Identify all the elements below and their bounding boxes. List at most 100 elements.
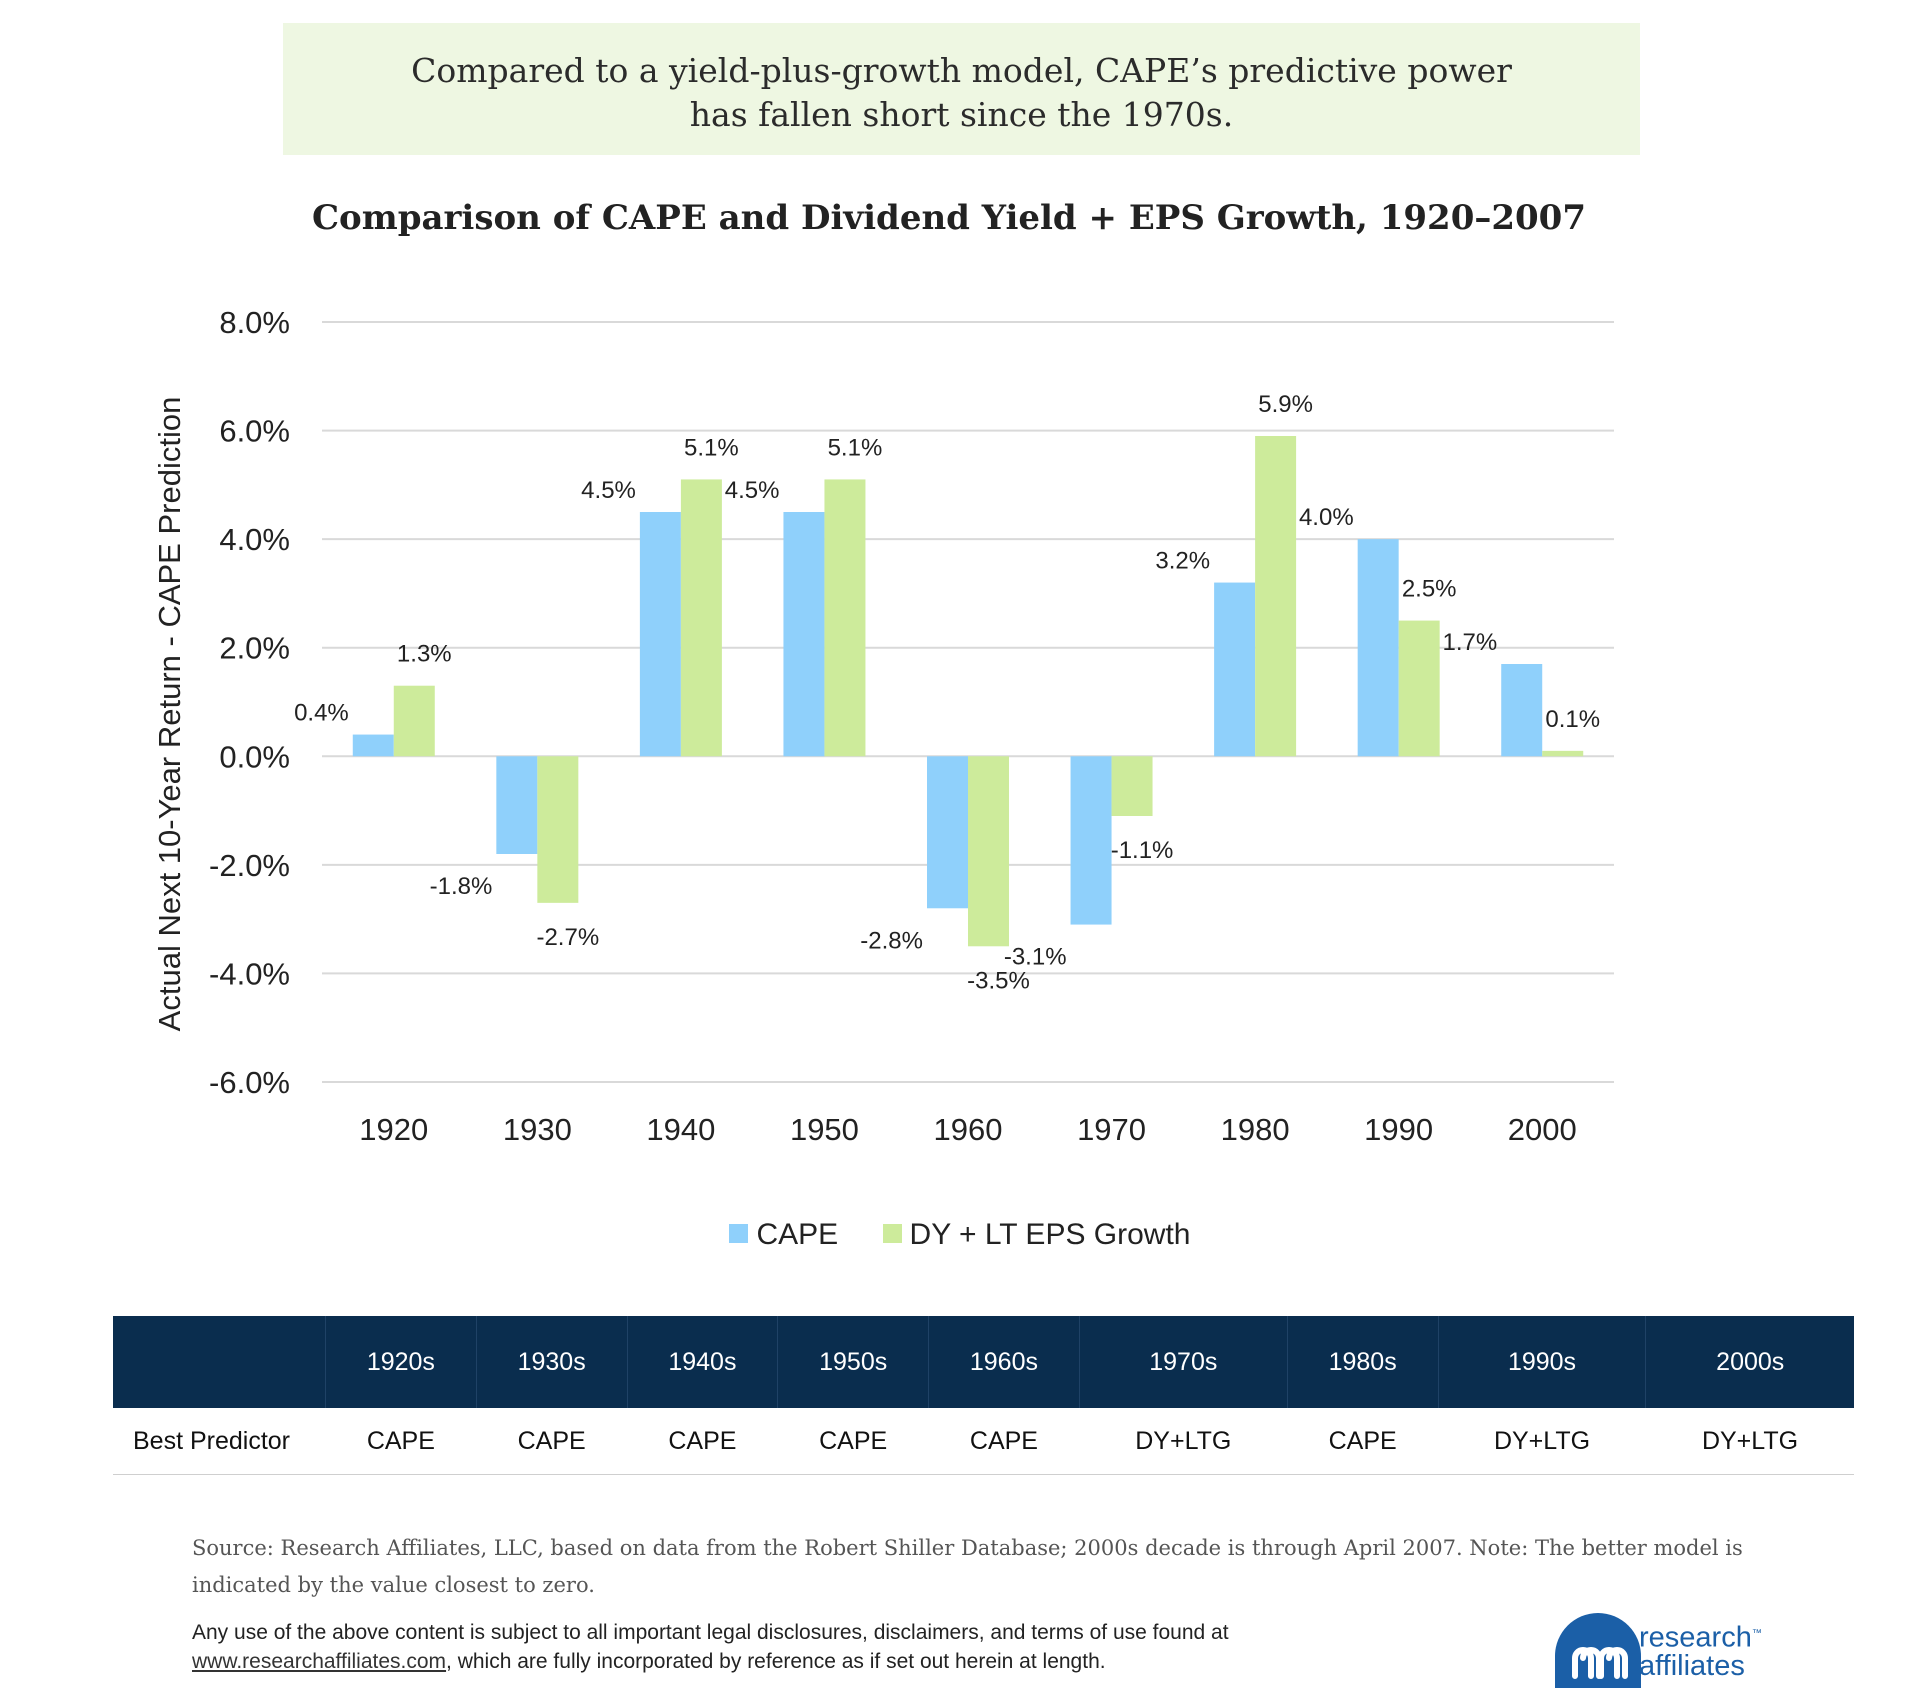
data-label-dy-eps-1960: -3.5% <box>967 967 1030 994</box>
logo-wordmark: research™ affiliates <box>1639 1620 1762 1680</box>
data-label-cape-2000: 1.7% <box>1443 629 1498 656</box>
x-tick-label: 1970 <box>1077 1112 1146 1147</box>
logo-word-affiliates: affiliates <box>1639 1649 1745 1682</box>
x-tick-label: 1930 <box>503 1112 572 1147</box>
bar-cape-1970 <box>1070 756 1112 925</box>
chart-legend: CAPE DY + LT EPS Growth <box>0 1218 1920 1252</box>
table-cell: CAPE <box>476 1408 628 1475</box>
y-tick-label: 2.0% <box>219 631 290 666</box>
table-cell: CAPE <box>325 1408 477 1475</box>
legend-swatch-cape <box>729 1224 749 1243</box>
x-tick-label: 1920 <box>359 1112 428 1147</box>
headline-line-1: Compared to a yield-plus-growth model, C… <box>411 51 1512 90</box>
bar-cape-1960 <box>927 756 968 909</box>
bar-dy-eps-2000 <box>1542 750 1584 757</box>
x-tick-label: 1980 <box>1221 1112 1290 1147</box>
data-label-cape-1940: 4.5% <box>581 477 636 504</box>
table-row-label: Best Predictor <box>113 1408 326 1475</box>
bar-cape-1990 <box>1357 539 1399 757</box>
data-label-dy-eps-1980: 5.9% <box>1258 391 1313 418</box>
bar-dy-eps-1940 <box>680 479 722 757</box>
data-label-cape-1960: -2.8% <box>860 927 923 954</box>
table-cell: CAPE <box>627 1408 778 1475</box>
bar-cape-1930 <box>496 756 538 854</box>
legend-label-cape: CAPE <box>756 1218 839 1251</box>
table-header-cell: 1930s <box>475 1316 628 1408</box>
data-label-dy-eps-1940: 5.1% <box>684 434 739 461</box>
data-label-cape-1930: -1.8% <box>430 873 493 900</box>
bar-dy-eps-1950 <box>824 479 866 757</box>
table-header-cell: 1990s <box>1437 1316 1646 1408</box>
y-axis-label: Actual Next 10-Year Return - CAPE Predic… <box>152 397 187 1032</box>
legend-item-dy-eps: DY + LT EPS Growth <box>882 1218 1191 1252</box>
data-label-cape-1980: 3.2% <box>1155 548 1210 575</box>
x-tick-label: 2000 <box>1508 1112 1577 1147</box>
legal-line-2: www.researchaffiliates.com, which are fu… <box>192 1647 1392 1676</box>
x-tick-label: 1950 <box>790 1112 859 1147</box>
y-tick-label: -2.0% <box>209 848 290 883</box>
x-tick-label: 1990 <box>1364 1112 1433 1147</box>
legal-disclaimer: Any use of the above content is subject … <box>192 1618 1392 1676</box>
data-label-dy-eps-1990: 2.5% <box>1402 576 1457 603</box>
legend-swatch-dy-eps <box>882 1224 902 1243</box>
bar-cape-1940 <box>639 512 681 757</box>
table-header-cell: 1980s <box>1286 1316 1439 1408</box>
table-header-cell: 1950s <box>777 1316 929 1408</box>
bar-dy-eps-1960 <box>968 756 1009 947</box>
legal-line-1: Any use of the above content is subject … <box>192 1621 1229 1644</box>
table-cell: CAPE <box>777 1408 929 1475</box>
y-tick-label: 6.0% <box>219 414 290 449</box>
y-tick-label: -6.0% <box>209 1065 290 1100</box>
table-row: Best Predictor CAPE CAPE CAPE CAPE CAPE … <box>113 1408 1854 1475</box>
bar-dy-eps-1930 <box>537 756 579 903</box>
table-header-cell: 2000s <box>1645 1316 1854 1408</box>
chart-title: Comparison of CAPE and Dividend Yield + … <box>312 198 1586 238</box>
table-header-row: 1920s 1930s 1940s 1950s 1960s 1970s 1980… <box>113 1316 1854 1408</box>
data-label-cape-1920: 0.4% <box>294 700 349 727</box>
bar-dy-eps-1970 <box>1111 756 1153 816</box>
source-note: Source: Research Affiliates, LLC, based … <box>192 1530 1752 1604</box>
source-line-2: indicated by the value closest to zero. <box>192 1573 595 1597</box>
table-header-cell: 1970s <box>1078 1316 1288 1408</box>
y-tick-label: 0.0% <box>219 739 290 774</box>
best-predictor-table: 1920s 1930s 1940s 1950s 1960s 1970s 1980… <box>113 1316 1854 1475</box>
table-cell: DY+LTG <box>1438 1408 1646 1475</box>
data-label-cape-1990: 4.0% <box>1299 504 1354 531</box>
bar-dy-eps-1980 <box>1255 436 1297 757</box>
logo-trademark: ™ <box>1751 1628 1762 1639</box>
source-line-1: Source: Research Affiliates, LLC, based … <box>192 1536 1743 1560</box>
legal-line-2-text: , which are fully incorporated by refere… <box>446 1650 1106 1673</box>
research-affiliates-logo: research™ affiliates <box>1555 1610 1785 1690</box>
table-cell: DY+LTG <box>1079 1408 1288 1475</box>
legend-item-cape: CAPE <box>729 1218 838 1252</box>
data-label-dy-eps-1930: -2.7% <box>536 924 599 951</box>
x-tick-label: 1960 <box>934 1112 1003 1147</box>
headline-banner: Compared to a yield-plus-growth model, C… <box>283 23 1640 155</box>
data-label-dy-eps-1950: 5.1% <box>828 434 883 461</box>
data-label-dy-eps-2000: 0.1% <box>1545 706 1600 733</box>
website-link[interactable]: www.researchaffiliates.com <box>192 1650 447 1673</box>
x-tick-label: 1940 <box>646 1112 715 1147</box>
bar-dy-eps-1990 <box>1398 620 1440 757</box>
bar-cape-2000 <box>1501 664 1543 757</box>
research-affiliates-logo-icon <box>1555 1613 1641 1688</box>
table-cell: DY+LTG <box>1645 1408 1854 1475</box>
data-label-cape-1970: -3.1% <box>1004 944 1067 971</box>
data-label-dy-eps-1970: -1.1% <box>1111 837 1174 864</box>
data-label-cape-1950: 4.5% <box>725 477 780 504</box>
y-tick-label: 4.0% <box>219 522 290 557</box>
table-cell: CAPE <box>1287 1408 1439 1475</box>
data-label-dy-eps-1920: 1.3% <box>397 641 452 668</box>
y-tick-label: -4.0% <box>209 956 290 991</box>
bar-cape-1920 <box>352 734 394 757</box>
bar-dy-eps-1920 <box>393 685 435 757</box>
legend-label-dy-eps: DY + LT EPS Growth <box>909 1218 1191 1251</box>
bar-chart: 8.0% 6.0% 4.0% 2.0% 0.0% -2.0% -4.0% -6.0% Actua… <box>152 305 1614 1147</box>
headline-line-2: has fallen short since the 1970s. <box>689 95 1234 134</box>
table-header-cell: 1920s <box>325 1316 477 1408</box>
y-tick-label: 8.0% <box>219 305 290 340</box>
table-header-empty <box>113 1316 326 1408</box>
bar-cape-1950 <box>783 512 825 757</box>
bar-cape-1980 <box>1214 582 1256 757</box>
logo-word-research: research <box>1639 1621 1752 1654</box>
